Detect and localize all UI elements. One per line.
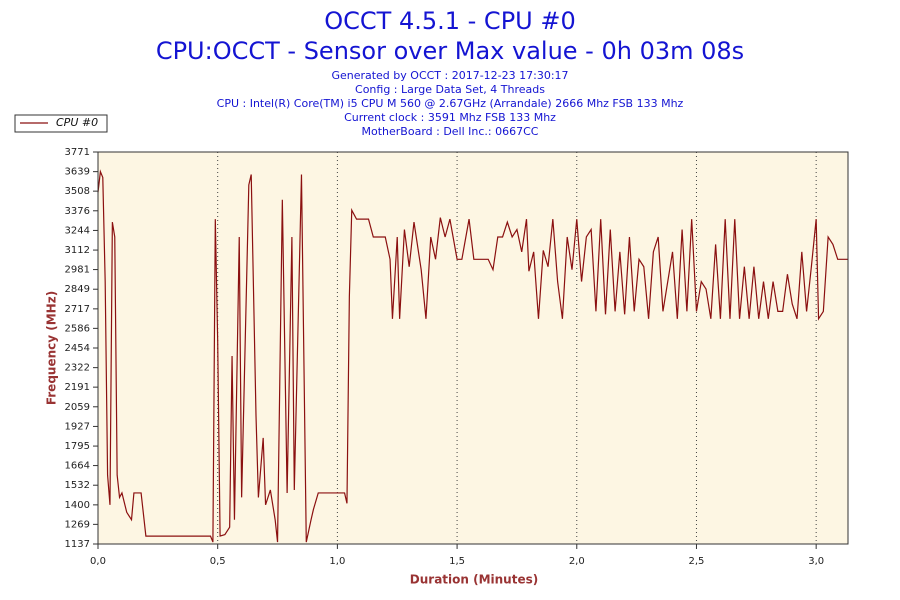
y-tick-label: 1795 (65, 441, 90, 452)
y-tick-label: 1927 (65, 421, 90, 432)
x-tick-label: 0,0 (90, 556, 106, 567)
subtitle: Generated by OCCT : 2017-12-23 17:30:17 (331, 69, 568, 82)
chart-title: CPU:OCCT - Sensor over Max value - 0h 03… (156, 37, 744, 65)
y-tick-label: 2454 (65, 343, 90, 354)
legend: CPU #0 (14, 114, 108, 133)
x-tick-label: 2,5 (689, 556, 705, 567)
y-tick-label: 1269 (65, 519, 90, 530)
y-tick-label: 2586 (65, 323, 90, 334)
x-tick-label: 1,0 (329, 556, 345, 567)
y-tick-label: 2717 (65, 304, 90, 315)
y-tick-label: 3771 (65, 147, 90, 158)
y-tick-label: 3112 (65, 245, 90, 256)
y-tick-label: 2981 (65, 265, 90, 276)
y-tick-label: 1664 (65, 461, 90, 472)
x-tick-label: 1,5 (449, 556, 465, 567)
x-tick-label: 0,5 (210, 556, 226, 567)
chart-title: OCCT 4.5.1 - CPU #0 (324, 7, 575, 35)
y-tick-label: 1400 (65, 500, 90, 511)
legend-label: CPU #0 (56, 116, 98, 129)
plot-border (97, 151, 849, 545)
data-line (97, 169, 848, 543)
y-tick-label: 2191 (65, 382, 90, 393)
y-tick-label: 2849 (65, 284, 90, 295)
x-axis-label: Duration (Minutes) (410, 573, 538, 587)
y-tick-label: 1532 (65, 480, 90, 491)
subtitle: MotherBoard : Dell Inc.: 0667CC (362, 125, 539, 138)
subtitle: CPU : Intel(R) Core(TM) i5 CPU M 560 @ 2… (217, 97, 684, 110)
y-tick-label: 3376 (65, 206, 90, 217)
legend-box (14, 114, 108, 133)
y-tick-label: 2322 (65, 363, 90, 374)
y-axis-label: Frequency (MHz) (45, 291, 59, 405)
x-tick-label: 2,0 (569, 556, 585, 567)
y-tick-label: 2059 (65, 402, 90, 413)
y-tick-label: 3244 (65, 225, 90, 236)
y-tick-label: 3639 (65, 167, 90, 178)
plot-area (98, 152, 848, 544)
y-tick-label: 3508 (65, 186, 90, 197)
y-tick-label: 1137 (65, 539, 90, 550)
subtitle: Current clock : 3591 Mhz FSB 133 Mhz (344, 111, 556, 124)
x-tick-label: 3,0 (808, 556, 824, 567)
subtitle: Config : Large Data Set, 4 Threads (355, 83, 545, 96)
